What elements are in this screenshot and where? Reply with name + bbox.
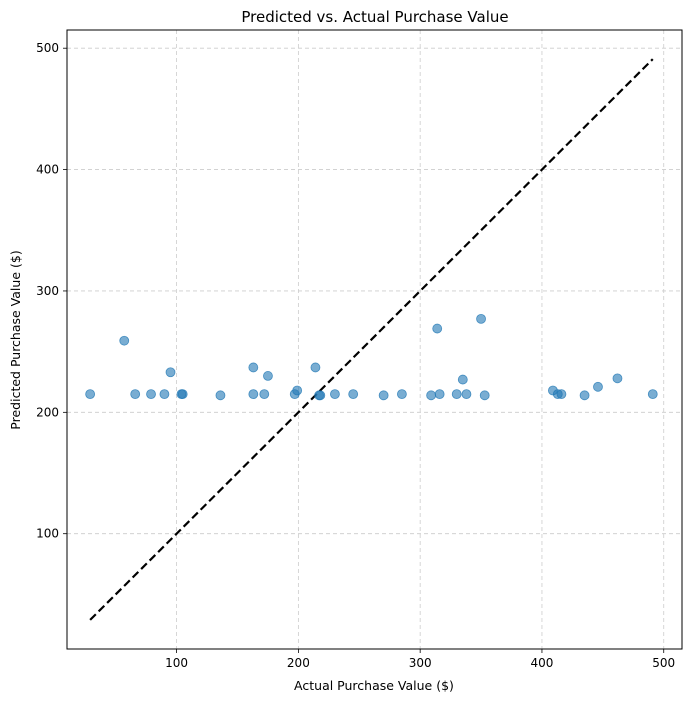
data-point bbox=[259, 389, 270, 400]
data-point bbox=[457, 374, 468, 385]
grid-lines bbox=[67, 30, 682, 649]
chart-title: Predicted vs. Actual Purchase Value bbox=[241, 8, 508, 26]
y-tick-label: 400 bbox=[36, 163, 59, 177]
data-point bbox=[432, 323, 443, 334]
data-point bbox=[556, 389, 567, 400]
data-point bbox=[159, 389, 170, 400]
y-axis-ticks: 100 200 300 400 500 bbox=[36, 41, 67, 541]
data-point bbox=[130, 389, 141, 400]
data-point bbox=[85, 389, 96, 400]
data-point bbox=[165, 367, 176, 378]
data-point bbox=[451, 389, 462, 400]
data-point bbox=[119, 335, 130, 346]
y-tick-label: 300 bbox=[36, 284, 59, 298]
x-tick-label: 400 bbox=[530, 656, 553, 670]
y-tick-label: 500 bbox=[36, 41, 59, 55]
data-point bbox=[612, 373, 623, 384]
data-point bbox=[647, 389, 658, 400]
x-axis-label: Actual Purchase Value ($) bbox=[294, 678, 454, 693]
data-point bbox=[330, 389, 340, 400]
data-point bbox=[476, 313, 486, 324]
x-tick-label: 500 bbox=[652, 656, 675, 670]
data-point bbox=[434, 389, 445, 400]
data-point bbox=[248, 389, 259, 400]
data-point bbox=[177, 389, 188, 400]
x-axis-ticks: 100 200 300 400 500 bbox=[165, 649, 675, 670]
data-point bbox=[579, 390, 590, 401]
plot-frame bbox=[66, 29, 683, 650]
data-point bbox=[479, 390, 490, 401]
data-point bbox=[593, 381, 603, 392]
data-point bbox=[461, 389, 472, 400]
data-point bbox=[315, 390, 326, 401]
x-tick-label: 300 bbox=[409, 656, 432, 670]
y-tick-label: 100 bbox=[36, 527, 59, 541]
data-point bbox=[146, 389, 156, 400]
reference-line bbox=[89, 58, 654, 621]
data-point bbox=[263, 371, 273, 381]
reference-line-group bbox=[89, 58, 654, 621]
data-point bbox=[310, 362, 321, 373]
data-points bbox=[85, 313, 658, 401]
data-point bbox=[426, 390, 437, 401]
data-point bbox=[292, 385, 303, 396]
data-point bbox=[397, 389, 407, 400]
x-tick-label: 200 bbox=[287, 656, 310, 670]
data-point bbox=[348, 389, 359, 400]
data-point bbox=[378, 390, 389, 401]
y-axis-label: Predicted Purchase Value ($) bbox=[8, 250, 23, 429]
x-tick-label: 100 bbox=[165, 656, 188, 670]
data-point bbox=[215, 390, 226, 401]
y-tick-label: 200 bbox=[36, 405, 59, 419]
data-point bbox=[248, 362, 259, 373]
